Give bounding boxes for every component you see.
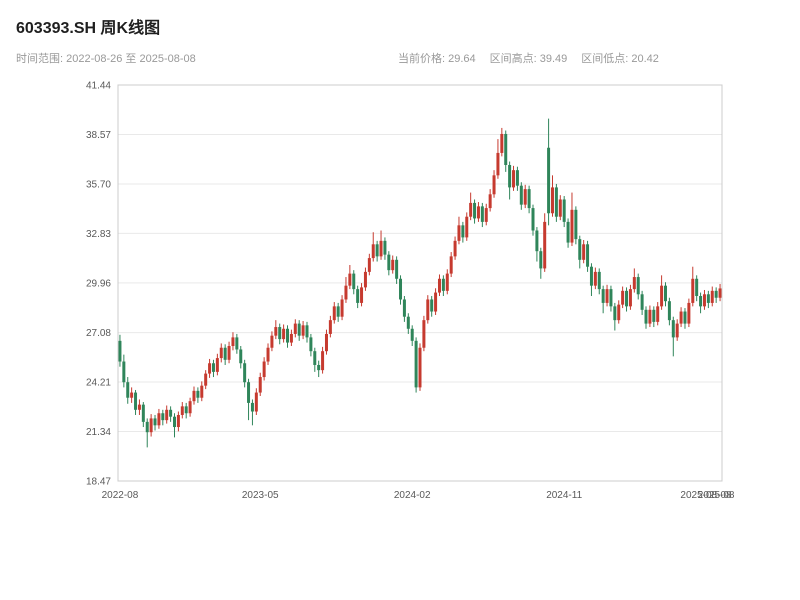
y-tick-label: 27.08	[86, 328, 111, 339]
date-range-label: 时间范围: 2022-08-26 至 2025-08-08	[16, 53, 196, 65]
interval-low-label: 区间低点: 20.42	[581, 53, 659, 65]
chart-title: 603393.SH 周K线图	[16, 20, 161, 37]
y-tick-label: 41.44	[86, 81, 111, 92]
y-axis-labels: 41.44 38.57 35.70 32.83 29.96 27.08 24.21 21.34…	[86, 81, 111, 488]
y-tick-label: 29.96	[86, 278, 111, 289]
plot-border	[117, 84, 723, 482]
x-axis-end-label: 2025-08-08	[680, 490, 732, 501]
kline-chart: 41.44 38.57 35.70 32.83 29.96 27.08 24.21 21.34…	[86, 81, 735, 502]
y-tick-label: 24.21	[86, 378, 111, 389]
y-tick-label: 38.57	[86, 130, 111, 141]
current-price-label: 当前价格: 29.64	[398, 53, 476, 65]
interval-high-label: 区间高点: 39.49	[489, 53, 568, 65]
x-axis-labels: 2022-08 2023-05 2024-02 2024-11 2025-082025-…	[102, 490, 735, 501]
stats-row: 当前价格: 29.64 区间高点: 39.49 区间低点: 20.42	[398, 50, 659, 66]
y-tick-label: 35.70	[86, 179, 111, 190]
x-tick-label: 2022-08	[102, 490, 139, 501]
y-grid	[118, 84, 722, 482]
x-tick-label: 2025-08	[698, 490, 735, 501]
x-tick-label: 2024-02	[394, 490, 431, 501]
y-tick-label: 32.83	[86, 229, 111, 240]
y-tick-label: 18.47	[86, 477, 111, 488]
chart-subtitle-row: 时间范围: 2022-08-26 至 2025-08-08 当前价格: 29.6…	[0, 50, 800, 66]
y-tick-label: 21.34	[86, 427, 111, 438]
candlestick-series	[118, 118, 722, 448]
x-tick-label: 2024-11	[546, 490, 582, 501]
x-tick-label: 2023-05	[242, 490, 279, 501]
